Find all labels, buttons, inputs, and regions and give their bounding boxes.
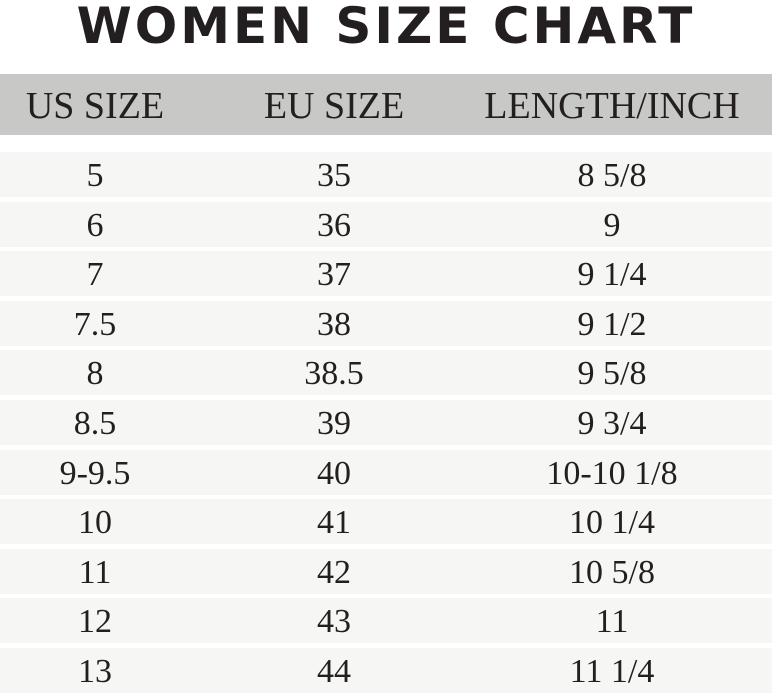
- table-row: 6 36 9: [0, 201, 772, 247]
- cell-eu-size: 36: [317, 206, 351, 244]
- cell-eu-size: 40: [317, 454, 351, 492]
- cell-us-size: 10: [78, 504, 112, 542]
- cell-length-inch: 10 1/4: [569, 504, 655, 542]
- table-row: 10 41 10 1/4: [0, 499, 772, 545]
- cell-us-size: 5: [86, 157, 104, 194]
- header-length-inch: LENGTH/INCH: [484, 85, 740, 127]
- cell-eu-size: 41: [317, 504, 351, 542]
- cell-length-inch: 9: [603, 206, 621, 244]
- cell-length-inch: 9 1/2: [577, 305, 647, 343]
- table-row: 8 38.5 9 5/8: [0, 350, 772, 396]
- cell-length-inch: 11: [595, 603, 629, 641]
- cell-eu-size: 35: [317, 157, 351, 194]
- cell-us-size: 9-9.5: [59, 454, 131, 492]
- table-row: 5 35 8 5/8: [0, 152, 772, 197]
- cell-length-inch: 10 5/8: [569, 553, 655, 591]
- table-row: 7 37 9 1/4: [0, 251, 772, 297]
- table-header: US SIZE EU SIZE LENGTH/INCH: [0, 74, 772, 135]
- cell-length-inch: 9 1/4: [577, 256, 647, 294]
- cell-us-size: 12: [78, 603, 112, 641]
- cell-us-size: 13: [78, 653, 112, 690]
- cell-length-inch: 9 5/8: [577, 355, 647, 393]
- table-row: 8.5 39 9 3/4: [0, 400, 772, 445]
- header-us-size: US SIZE: [25, 85, 165, 127]
- cell-length-inch: 8 5/8: [577, 157, 647, 194]
- header-eu-size: EU SIZE: [263, 85, 405, 127]
- table-row: 13 44 11 1/4: [0, 648, 772, 693]
- table-row: 12 43 11: [0, 598, 772, 644]
- cell-eu-size: 37: [317, 256, 351, 294]
- table-row: 11 42 10 5/8: [0, 548, 772, 594]
- cell-us-size: 11: [78, 553, 112, 591]
- cell-eu-size: 42: [317, 553, 351, 591]
- table-row: 7.5 38 9 1/2: [0, 300, 772, 346]
- cell-us-size: 7.5: [73, 305, 117, 343]
- table-row: 9-9.5 40 10-10 1/8: [0, 449, 772, 495]
- cell-eu-size: 43: [317, 603, 351, 641]
- cell-us-size: 7: [86, 256, 104, 294]
- chart-title: WOMEN SIZE CHART: [76, 0, 696, 55]
- cell-length-inch: 11 1/4: [569, 653, 655, 690]
- cell-us-size: 8: [86, 355, 104, 393]
- cell-length-inch: 10-10 1/8: [546, 454, 678, 492]
- cell-eu-size: 38: [317, 305, 351, 343]
- cell-us-size: 6: [86, 206, 104, 244]
- cell-eu-size: 39: [317, 405, 351, 442]
- cell-length-inch: 9 3/4: [577, 405, 647, 442]
- cell-us-size: 8.5: [73, 405, 117, 442]
- cell-eu-size: 38.5: [304, 355, 364, 393]
- cell-eu-size: 44: [317, 653, 351, 690]
